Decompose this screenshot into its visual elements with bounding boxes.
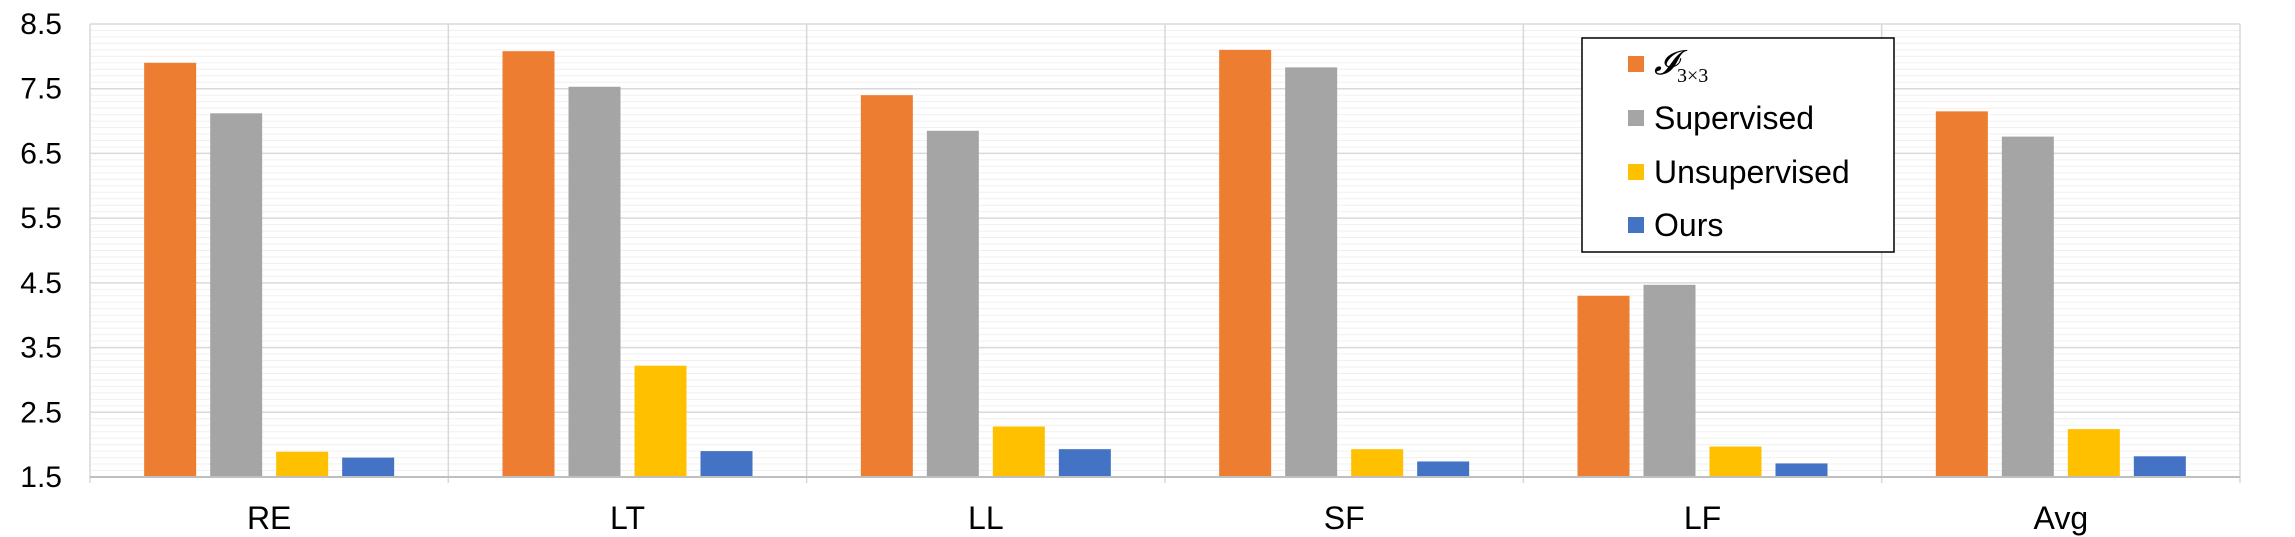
y-tick-label: 8.5 (20, 8, 62, 41)
x-category-labels: RE LT LL SF LF Avg (247, 500, 2088, 536)
category-dividers (89, 24, 2241, 483)
y-tick-label: 2.5 (20, 396, 62, 429)
bar-re-series-1 (144, 62, 197, 477)
bars (144, 49, 2186, 478)
legend-box (1581, 37, 1895, 253)
legend-label-series-2: Supervised (1654, 100, 1814, 136)
x-category-label: LF (1684, 500, 1721, 536)
bar-re-series-2 (210, 113, 263, 477)
bar-lf-series-4 (1775, 463, 1828, 477)
y-tick-labels: 8.5 7.5 6.5 5.5 4.5 3.5 2.5 1.5 (20, 8, 62, 494)
legend-label-series-1-subscript: 3×3 (1677, 65, 1708, 87)
legend-swatch-series-1 (1628, 56, 1644, 72)
bar-lf-series-1 (1577, 295, 1630, 477)
y-tick-label: 4.5 (20, 267, 62, 300)
y-tick-label: 6.5 (20, 137, 62, 170)
y-tick-label: 3.5 (20, 332, 62, 365)
bar-sf-series-1 (1219, 49, 1272, 478)
bar-re-series-4 (342, 457, 395, 477)
bar-ll-series-3 (992, 426, 1045, 477)
bar-ll-series-2 (926, 130, 979, 477)
x-category-label: RE (247, 500, 291, 536)
x-category-label: SF (1324, 500, 1365, 536)
bar-lf-series-2 (1643, 284, 1696, 477)
legend: 𝓘3×3 Supervised Unsupervised Ours (1581, 37, 1895, 253)
legend-swatch-series-2 (1628, 110, 1644, 126)
legend-label-series-3: Unsupervised (1654, 154, 1850, 190)
bar-ll-series-1 (860, 95, 913, 477)
bar-lf-series-3 (1709, 446, 1762, 477)
bar-avg-series-3 (2067, 429, 2120, 477)
x-category-label: Avg (2034, 500, 2089, 536)
y-tick-label: 7.5 (20, 73, 62, 106)
bar-lt-series-3 (634, 365, 687, 477)
legend-label-series-4: Ours (1654, 207, 1723, 243)
bar-avg-series-1 (1935, 111, 1988, 477)
bar-lt-series-4 (700, 451, 753, 477)
bar-sf-series-4 (1417, 461, 1470, 477)
bar-avg-series-4 (2133, 456, 2186, 477)
bar-sf-series-2 (1285, 67, 1338, 477)
bar-sf-series-3 (1351, 449, 1404, 477)
y-tick-label: 5.5 (20, 202, 62, 235)
y-tick-label: 1.5 (20, 461, 62, 494)
bar-lt-series-2 (568, 86, 621, 477)
legend-swatch-series-3 (1628, 164, 1644, 180)
bar-re-series-3 (276, 451, 329, 477)
bar-avg-series-2 (2001, 136, 2054, 478)
bar-ll-series-4 (1058, 449, 1111, 477)
x-category-label: LT (610, 500, 645, 536)
x-category-label: LL (968, 500, 1004, 536)
bar-lt-series-1 (502, 51, 555, 478)
legend-swatch-series-4 (1628, 217, 1644, 233)
